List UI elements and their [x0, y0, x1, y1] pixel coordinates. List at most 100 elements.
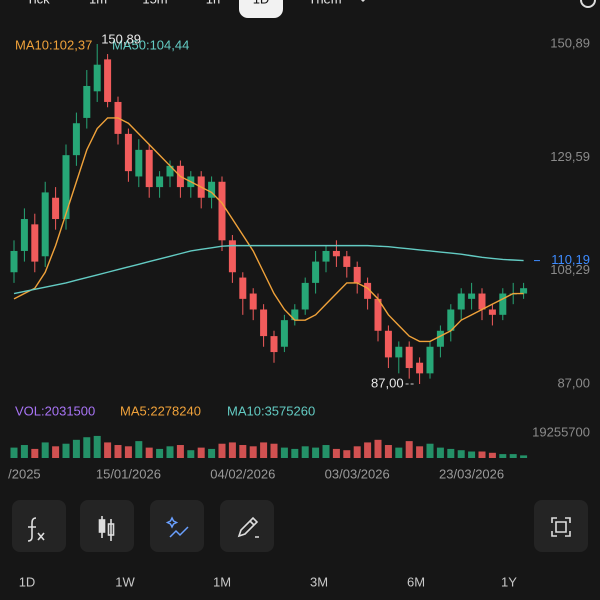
volume-bar: [436, 447, 444, 458]
x-tick-label: 04/02/2026: [210, 466, 275, 481]
candle-body: [353, 266, 361, 283]
fullscreen-icon: [551, 517, 571, 537]
tab[interactable]: 1m: [89, 0, 107, 6]
volume-bar: [260, 442, 268, 458]
volume-bar: [416, 446, 424, 458]
volume-bar: [364, 442, 372, 458]
candle-body: [332, 250, 340, 257]
range-tab[interactable]: 1M: [213, 574, 231, 589]
volume-bar: [228, 442, 236, 458]
volume-bar: [395, 447, 403, 458]
draw-button[interactable]: [220, 500, 274, 552]
candle-body: [364, 282, 372, 299]
volume-bar: [114, 445, 122, 458]
candle-body: [156, 176, 164, 188]
volume-bar: [447, 448, 455, 458]
y-tick-label: 150,89: [550, 35, 590, 50]
tab[interactable]: 15m: [142, 0, 167, 6]
candle-body: [166, 165, 174, 177]
volume-bar: [384, 445, 392, 458]
candle-body: [395, 346, 403, 358]
candle-body: [374, 298, 382, 331]
range-tab[interactable]: 6M: [407, 574, 425, 589]
volume-bar: [41, 442, 49, 458]
formula-button[interactable]: [12, 500, 66, 552]
candle-body: [384, 330, 392, 358]
candle-body: [478, 293, 486, 310]
candle-body: [488, 309, 496, 315]
volume-bar: [291, 448, 299, 458]
ai-button[interactable]: [150, 500, 204, 552]
volume-bar: [499, 454, 507, 458]
tab[interactable]: Tick: [26, 0, 50, 6]
volume-bar: [468, 451, 476, 458]
candle-body: [228, 240, 236, 273]
x-tick-label: 23/03/2026: [439, 466, 504, 481]
volume-bar: [301, 446, 309, 458]
candle-body: [436, 330, 444, 347]
volume-bar: [10, 447, 18, 458]
x-tick-label: 15/01/2026: [96, 466, 161, 481]
volume-bar: [405, 441, 413, 458]
candle-body: [10, 250, 18, 273]
candle-body: [239, 277, 247, 299]
volume-bar: [218, 443, 226, 458]
candle-body: [312, 261, 320, 283]
volume-bar: [31, 448, 39, 458]
volume-bar: [280, 447, 288, 458]
range-tab[interactable]: 1W: [115, 574, 135, 589]
tab-selected-pill: [239, 0, 283, 18]
fullscreen-button[interactable]: [534, 500, 588, 552]
range-tab[interactable]: 1Y: [501, 574, 517, 589]
volume-bar: [353, 446, 361, 458]
volume-tick-label: 19255700: [532, 424, 590, 439]
y-tick-label: 129,59: [550, 149, 590, 164]
candle-body: [457, 293, 465, 310]
candle-body: [322, 250, 330, 262]
candle-body: [343, 256, 351, 267]
candle-body: [52, 197, 60, 220]
candle-body: [104, 59, 112, 102]
volume-bar: [270, 443, 278, 458]
candle-body: [447, 309, 455, 331]
candle-body: [93, 64, 101, 92]
range-tab[interactable]: 1D: [19, 574, 36, 589]
volume-bar: [83, 437, 91, 458]
volume-bar: [374, 439, 382, 458]
candle-button[interactable]: [80, 500, 134, 552]
candle-body: [41, 192, 49, 257]
tab[interactable]: 1D: [253, 0, 270, 6]
volume-bar: [124, 446, 132, 458]
volume-bar: [166, 446, 174, 458]
volume-legend: VOL:2031500: [15, 403, 95, 418]
volume-bar: [52, 446, 60, 458]
volume-bar: [104, 442, 112, 458]
volume-bar: [197, 447, 205, 458]
volume-bar: [509, 454, 517, 458]
last-price-label: 110,19: [551, 252, 590, 267]
range-tab[interactable]: 3M: [310, 574, 328, 589]
candle-body: [499, 293, 507, 315]
candle-body: [124, 133, 132, 172]
ai-icon: [165, 516, 189, 538]
volume-bar: [488, 452, 496, 458]
volume-bar: [249, 446, 257, 458]
formula-icon: [27, 517, 45, 542]
toolbar: [12, 500, 588, 552]
volume-bar: [93, 435, 101, 458]
x-tick-label: /2025: [8, 466, 41, 481]
settings-icon[interactable]: [580, 0, 596, 8]
tab[interactable]: 1h: [206, 0, 220, 6]
dropdown-caret: [360, 0, 366, 3]
ma-line: [13, 117, 524, 343]
candle-body: [280, 320, 288, 347]
tab[interactable]: Thêm: [308, 0, 341, 6]
volume-bar: [20, 445, 28, 458]
volume-bar: [457, 450, 465, 458]
legend-entry: MA50:104,44: [112, 37, 189, 52]
volume-bar: [312, 447, 320, 458]
candle-body: [426, 346, 434, 374]
candle-body: [520, 288, 528, 294]
candle-body: [83, 85, 91, 118]
candle-body: [468, 293, 476, 299]
